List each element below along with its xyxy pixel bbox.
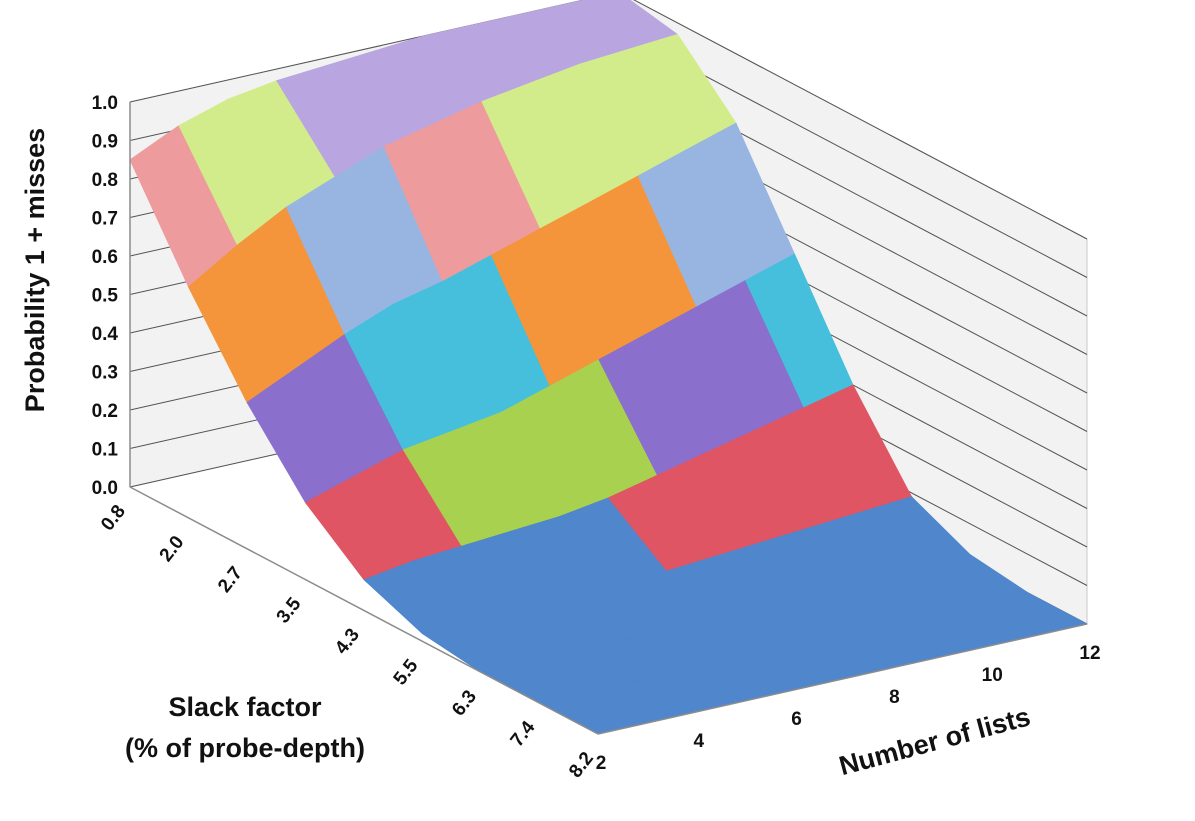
z-tick-label: 0.4 bbox=[92, 324, 119, 345]
lists-tick-label: 2 bbox=[596, 753, 607, 774]
z-tick-label: 0.7 bbox=[92, 209, 118, 230]
lists-tick-label: 4 bbox=[694, 731, 705, 752]
slack-tick-label: 0.8 bbox=[97, 501, 130, 535]
slack-axis-title-line2: (% of probe-depth) bbox=[125, 733, 365, 763]
lists-axis-title: Number of lists bbox=[836, 701, 1034, 781]
z-tick-label: 0.5 bbox=[92, 286, 119, 307]
lists-tick-label: 8 bbox=[889, 687, 900, 708]
slack-axis-title-line1: Slack factor bbox=[168, 692, 322, 722]
z-tick-label: 0.6 bbox=[92, 247, 118, 268]
slack-tick-label: 5.5 bbox=[390, 655, 423, 689]
gridline bbox=[129, 0, 1088, 240]
slack-axis-line bbox=[129, 486, 599, 735]
z-tick-label: 0.9 bbox=[92, 132, 118, 153]
z-tick-label: 0.1 bbox=[92, 440, 119, 461]
axes bbox=[129, 102, 1088, 735]
slack-tick-label: 4.3 bbox=[331, 625, 364, 659]
slack-tick-label: 2.0 bbox=[156, 532, 189, 566]
z-tick-label: 1.0 bbox=[92, 93, 118, 114]
slack-tick-label: 7.4 bbox=[507, 717, 540, 751]
z-tick-label: 0.3 bbox=[92, 363, 118, 384]
lists-axis-line bbox=[597, 623, 1088, 735]
lists-tick-label: 10 bbox=[982, 665, 1003, 686]
lists-tick-label: 12 bbox=[1079, 643, 1100, 664]
z-tick-label: 0.0 bbox=[92, 478, 118, 499]
slack-tick-label: 3.5 bbox=[273, 593, 306, 627]
lists-tick-label: 6 bbox=[791, 709, 802, 730]
z-tick-label: 0.2 bbox=[92, 401, 118, 422]
slack-tick-label: 6.3 bbox=[448, 686, 481, 720]
slack-tick-label: 2.7 bbox=[214, 563, 247, 597]
z-tick-label: 0.8 bbox=[92, 170, 118, 191]
surface bbox=[129, 0, 1088, 735]
z-axis-title: Probability 1 + misses bbox=[20, 128, 50, 412]
slack-tick-label: 8.2 bbox=[565, 748, 598, 782]
